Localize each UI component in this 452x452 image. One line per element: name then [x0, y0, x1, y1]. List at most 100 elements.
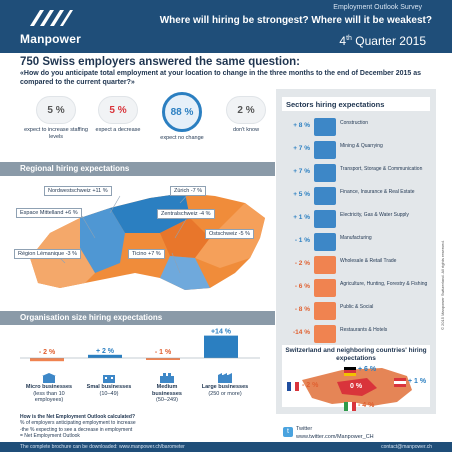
copyright-text: © 2015 Manpower Switzerland. All rights …	[440, 240, 445, 330]
answer-value: 5 %	[36, 96, 76, 124]
sector-row: + 7 % Transport, Storage & Communication	[286, 164, 436, 182]
answer-value: 5 %	[98, 96, 138, 124]
switzerland-map	[30, 189, 265, 290]
org-cat-detail: (10–49)	[99, 390, 119, 397]
sector-value: -14 %	[293, 329, 310, 336]
region-espace-mittelland: Espace Mittelland +6 %	[16, 208, 82, 218]
nel-note-title: How is the Net Employment Outlook calcul…	[20, 414, 136, 420]
org-category-small: Smal businesses (10–49)	[83, 384, 135, 397]
answer-caption: expect no change	[160, 135, 204, 141]
finance-icon	[314, 187, 336, 205]
answer-caption: expect a decrease	[95, 127, 141, 133]
utility-icon	[314, 210, 336, 228]
sector-value: + 7 %	[293, 168, 310, 175]
neighbor-title: Switzerland and neighboring countries' h…	[285, 347, 427, 363]
retail-icon	[314, 256, 336, 274]
sector-row: - 2 % Wholesale & Retail Trade	[286, 256, 436, 274]
org-cat-name: Micro businesses	[25, 384, 73, 390]
factory-icon	[314, 233, 336, 251]
answer-increase: 5 % expect to increase staffing levels	[20, 96, 92, 141]
sector-value: + 5 %	[293, 191, 310, 198]
sector-label: Restaurants & Hotels	[340, 327, 388, 333]
org-cat-name: Smal businesses	[86, 384, 132, 390]
sector-row: + 1 % Electricity, Gas & Water Supply	[286, 210, 436, 228]
footer-download-link[interactable]: The complete brochure can be downloaded:…	[20, 444, 185, 450]
intro-question: «How do you anticipate total employment …	[20, 70, 422, 87]
twitter-label: Twitter	[296, 426, 313, 432]
sector-value: + 1 %	[293, 214, 310, 221]
sector-value: + 8 %	[293, 122, 310, 129]
org-cat-detail: (50–249)	[155, 397, 179, 404]
region-nordwestschweiz: Nordwestschweiz +11 %	[44, 186, 112, 196]
sector-label: Public & Social	[340, 304, 374, 310]
region-lemanique: Région Lémanique -3 %	[14, 249, 82, 259]
nel-note-line: % of employers anticipating employment t…	[20, 420, 136, 427]
twitter-link[interactable]: www.twitter.com/Manpower_CH	[296, 434, 374, 440]
footer-contact-link[interactable]: contact@manpower.ch	[381, 444, 432, 450]
sector-row: - 8 % Public & Social	[286, 302, 436, 320]
micro-business-icon	[42, 373, 56, 383]
sector-value: - 8 %	[294, 306, 310, 313]
quarter-number: 4	[339, 34, 347, 48]
switzerland-value: 0 %	[350, 383, 363, 390]
org-size-section-title: Organisation size hiring expectations	[0, 311, 275, 325]
neighbor-countries-map	[287, 367, 412, 411]
sector-row: - 1 % Manufacturing	[286, 233, 436, 251]
sector-label: Mining & Quarrying	[340, 143, 383, 149]
large-business-icon	[218, 373, 232, 383]
org-size-chart: - 2 % + 2 % - 1 % +14 %	[20, 329, 260, 362]
org-bar-label: +14 %	[211, 329, 232, 336]
twitter-icon[interactable]: t	[283, 427, 293, 437]
sector-row: + 5 % Finance, Insurance & Real Estate	[286, 187, 436, 205]
brand-name: Manpower	[20, 32, 81, 46]
org-bar	[30, 358, 64, 362]
answer-value: 2 %	[226, 96, 266, 124]
sector-label: Transport, Storage & Communication	[340, 166, 423, 172]
sectors-title: Sectors hiring expectations	[282, 97, 430, 111]
region-zurich: Zürich -7 %	[170, 186, 207, 196]
sector-label: Construction	[340, 120, 369, 126]
answer-caption: don't know	[232, 127, 260, 133]
austria-value: + 1 %	[408, 378, 427, 385]
germany-value: + 6 %	[358, 366, 377, 373]
org-bar	[88, 354, 122, 358]
intro-title: 750 Swiss employers answered the same qu…	[20, 56, 300, 68]
answer-no-change: 88 % expect no change	[146, 92, 218, 142]
sector-label: Finance, Insurance & Real Estate	[340, 189, 415, 195]
sector-row: + 7 % Mining & Quarrying	[286, 141, 436, 159]
footer-bar: The complete brochure can be downloaded:…	[0, 442, 452, 452]
org-bar-label: - 2 %	[39, 349, 56, 356]
sector-row: - 6 % Agriculture, Hunting, Forestry & Fi…	[286, 279, 436, 297]
sector-row: -14 % Restaurants & Hotels	[286, 325, 436, 343]
sector-value: + 7 %	[293, 145, 310, 152]
org-bar-label: - 1 %	[155, 349, 172, 356]
sector-label: Wholesale & Retail Trade	[340, 258, 397, 264]
answer-decrease: 5 % expect a decrease	[82, 96, 154, 134]
nel-note-line: -the % expecting to see a decrease in em…	[20, 426, 133, 433]
sector-label: Agriculture, Hunting, Forestry & Fishing	[340, 281, 428, 287]
answer-dont-know: 2 % don't know	[210, 96, 282, 134]
restaurant-icon	[314, 325, 336, 343]
org-bar-label: + 2 %	[96, 348, 115, 355]
survey-label: Employment Outlook Survey	[333, 4, 422, 11]
sector-label: Electricity, Gas & Water Supply	[340, 212, 409, 218]
truck-icon	[314, 164, 336, 182]
org-category-medium: Medium businesses (50–249)	[141, 384, 193, 404]
sector-value: - 6 %	[294, 283, 310, 290]
org-cat-detail: (less than 10 employees)	[33, 390, 65, 404]
nel-note-line: = Net Employment Outlook	[20, 432, 80, 439]
sector-label: Manufacturing	[340, 235, 372, 241]
org-cat-detail: (250 or more)	[208, 390, 242, 397]
nel-note: How is the Net Employment Outlook calcul…	[20, 414, 270, 439]
quarter-rest: Quarter 2015	[351, 34, 426, 48]
org-bar	[204, 335, 238, 358]
italy-value: - 4 %	[358, 402, 375, 409]
org-category-micro: Micro businesses (less than 10 employees)	[23, 384, 75, 404]
public-icon	[314, 302, 336, 320]
construction-icon	[314, 118, 336, 136]
org-cat-name: Medium businesses	[152, 384, 182, 397]
region-ostschweiz: Ostschweiz -5 %	[205, 229, 254, 239]
region-ticino: Ticino +7 %	[128, 249, 165, 259]
medium-business-icon	[160, 373, 174, 383]
sector-value: - 2 %	[294, 260, 310, 267]
